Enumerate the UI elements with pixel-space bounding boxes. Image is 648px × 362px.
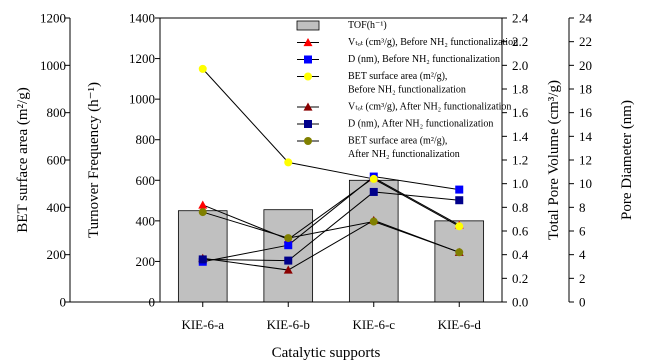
diameter-axis-tick-label: 20	[579, 58, 592, 73]
series-line-2	[202, 176, 460, 263]
legend-swatch-tof	[296, 20, 320, 31]
series-3-point-kie-6-d	[455, 222, 464, 231]
series-5-point-kie-6-c	[369, 187, 378, 196]
series-6-point-kie-6-a	[198, 208, 207, 217]
diameter-axis-tick-label: 2	[579, 271, 586, 286]
volume-axis-tick-label: 2.0	[512, 58, 528, 73]
series-line-3	[202, 68, 460, 227]
diameter-axis-tick-label: 0	[579, 295, 586, 310]
volume-axis-title: Total Pore Volume (cm³/g)	[546, 80, 562, 240]
diameter-axis-tick-label: 8	[579, 200, 586, 215]
series-lines-layer	[202, 68, 460, 271]
series-line-6	[202, 211, 460, 253]
diameter-axis-tick-label: 6	[579, 224, 586, 239]
legend-marker-6	[304, 137, 312, 145]
legend-marker-3	[304, 72, 312, 81]
series-2-point-kie-6-b	[284, 241, 293, 250]
diameter-axis-tick-label: 22	[579, 34, 592, 49]
series-5-point-kie-6-a	[198, 255, 207, 264]
series-6-point-kie-6-d	[455, 248, 464, 257]
x-tick-label-kie-6-b: KIE-6-b	[267, 317, 310, 332]
volume-axis-tick-label: 1.0	[512, 176, 528, 191]
diameter-axis-tick-label: 24	[579, 11, 593, 26]
legend-entry-7-text: After NH₂ functionalization	[348, 149, 460, 160]
series-3-point-kie-6-b	[284, 158, 293, 167]
tof-axis-tick-label: 800	[136, 132, 156, 147]
bet-axis-tick-label: 1200	[40, 11, 66, 26]
x-axis-title: Catalytic supports	[272, 345, 381, 361]
tof-axis-tick-label: 600	[136, 173, 156, 188]
volume-axis-tick-label: 0.4	[512, 247, 529, 262]
series-3-point-kie-6-a	[198, 64, 207, 73]
tof-axis-tick-label: 400	[136, 213, 156, 228]
volume-axis-tick-label: 0.0	[512, 295, 528, 310]
legend: TOF(h⁻¹) Vₜₒₜ (cm³/g), Before NH₂ functio…	[296, 20, 518, 160]
volume-axis-tick-label: 1.8	[512, 82, 528, 97]
tof-bar-kie-6-d	[434, 220, 485, 303]
series-1-point-kie-6-a	[198, 200, 208, 209]
legend-marker-2	[304, 55, 312, 64]
legend-entry-2-text: Vₜₒₜ (cm³/g), Before NH₂ functionalizati…	[348, 37, 518, 48]
diameter-axis-title: Pore Diameter (nm)	[619, 100, 635, 220]
legend-entry-1-text: TOF(h⁻¹)	[348, 20, 387, 31]
tof-axis-title: Turnover Frequency (h⁻¹)	[86, 82, 102, 238]
tof-axis-tick-label: 1000	[129, 92, 155, 107]
diameter-axis-tick-label: 4	[579, 247, 586, 262]
bet-axis-tick-label: 200	[47, 247, 67, 262]
legend-entry-5-text: Vₜₒₜ (cm³/g), After NH₂ functionalizatio…	[348, 102, 511, 113]
tof-axis-tick-label: 1400	[129, 11, 155, 26]
legend-marker-5	[304, 120, 312, 128]
legend-entry-4-text: Before NH₂ functionalization	[348, 85, 466, 96]
tof-axis-tick-label: 1200	[129, 51, 155, 66]
legend-marker-4	[303, 102, 313, 111]
bet-axis-title: BET surface area (m²/g)	[15, 87, 31, 232]
tof-bar-kie-6-b	[263, 209, 314, 303]
volume-axis-tick-label: 0.2	[512, 271, 528, 286]
volume-axis-tick-label: 1.2	[512, 153, 528, 168]
legend-marker-1	[303, 38, 313, 47]
series-3-point-kie-6-c	[369, 174, 378, 183]
series-5-point-kie-6-d	[455, 196, 464, 205]
diameter-axis-tick-label: 16	[579, 105, 593, 120]
volume-axis-tick-label: 1.6	[512, 105, 529, 120]
volume-axis-tick-label: 2.4	[512, 11, 529, 26]
tof-axis-tick-label: 200	[136, 254, 156, 269]
series-5-point-kie-6-b	[284, 256, 293, 265]
legend-entry-6-text: D (nm), After NH₂ functionalization	[348, 119, 493, 130]
bet-axis-tick-label: 400	[47, 200, 67, 215]
series-4-point-kie-6-b	[283, 265, 293, 274]
series-line-1	[202, 177, 460, 240]
bet-axis-tick-label: 1000	[40, 58, 66, 73]
diameter-axis-tick-label: 10	[579, 176, 592, 191]
tof-bar-kie-6-c	[348, 179, 399, 303]
x-tick-label-kie-6-d: KIE-6-d	[438, 317, 482, 332]
diameter-axis-tick-label: 14	[579, 129, 593, 144]
legend-entry-3-text: D (nm), Before NH₂ functionalization	[348, 54, 500, 65]
series-line-4	[202, 219, 460, 271]
x-tick-label-kie-6-c: KIE-6-c	[352, 317, 395, 332]
volume-axis-tick-label: 2.2	[512, 34, 528, 49]
series-6-point-kie-6-b	[284, 234, 293, 243]
legend-entry-4-text: BET surface area (m²/g),	[348, 71, 447, 82]
series-line-5	[202, 191, 460, 262]
diameter-axis-tick-label: 12	[579, 153, 592, 168]
legend-entry-7-text: BET surface area (m²/g),	[348, 136, 447, 147]
bet-axis-tick-label: 600	[47, 153, 67, 168]
volume-axis-tick-label: 0.8	[512, 200, 528, 215]
series-2-point-kie-6-d	[455, 185, 464, 194]
bet-axis-tick-label: 800	[47, 105, 67, 120]
series-6-point-kie-6-c	[369, 217, 378, 226]
diameter-axis-tick-label: 18	[579, 82, 592, 97]
x-tick-label-kie-6-a: KIE-6-a	[181, 317, 224, 332]
volume-axis-tick-label: 1.4	[512, 129, 529, 144]
series-markers-layer	[198, 64, 464, 274]
volume-axis-tick-label: 0.6	[512, 224, 529, 239]
bet-axis-tick-label: 0	[60, 295, 67, 310]
